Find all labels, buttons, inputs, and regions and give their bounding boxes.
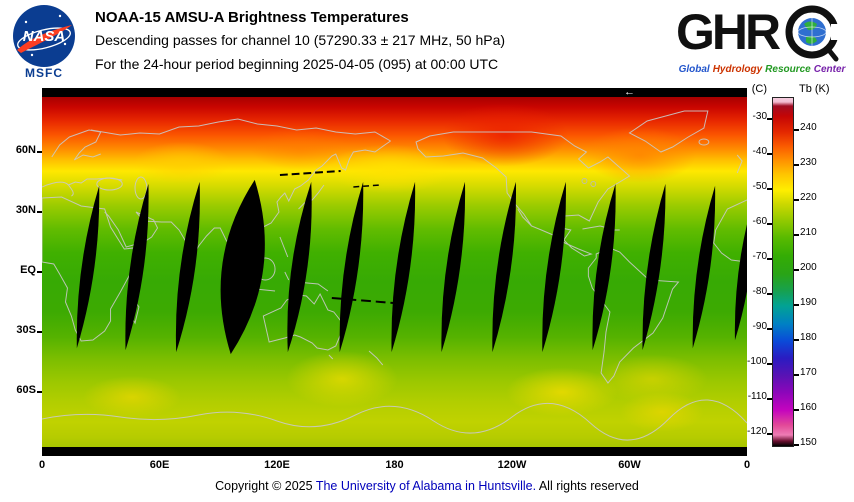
colorbar-tick [767,118,772,120]
swath-start-arrow-marker: ← [624,86,635,98]
celsius-label: -50 [752,181,767,192]
x-axis-labels: 0 60E 120E 180 120W 60W 0 [39,459,750,473]
celsius-label: -110 [747,391,767,402]
y-axis-label: 30S [16,324,36,336]
colorbar-tick [767,398,772,400]
university-link[interactable]: The University of Alabama in Huntsville. [315,479,537,493]
page-subtitle: Descending passes for channel 10 (57290.… [95,32,506,48]
celsius-label: -100 [746,356,767,367]
x-axis-label: 180 [385,459,404,471]
ghrc-tagline-word: Hydrology [712,64,763,75]
ghrc-tagline-word: Center [813,64,846,75]
kelvin-label: 200 [800,262,817,273]
x-axis-label: 120W [497,459,527,471]
coastlines-layer [42,110,747,441]
brightness-temperature-map [42,97,747,447]
kelvin-label: 170 [800,367,817,378]
colorbar-tick [767,258,772,260]
y-axis-tick [37,211,42,213]
y-axis-tick [37,331,42,333]
x-axis-label: 120E [264,459,290,471]
colorbar-tick [794,339,799,341]
y-axis-tick [37,391,42,393]
colorbar-tick [767,188,772,190]
nasa-meatball-icon: NASA [13,5,75,67]
colorbar-tick [794,164,799,166]
copyright-suffix: All rights reserved [538,479,639,493]
map-bottom-bar [42,447,747,456]
colorbar-tick [767,363,772,365]
copyright-prefix: Copyright © 2025 [215,479,313,493]
data-dropout-lines [279,170,394,304]
ghrc-logo: GHR Global Hydrology Resource Center [674,4,850,84]
ghrc-tagline: Global Hydrology Resource Center [674,64,850,75]
celsius-label: -40 [752,146,767,157]
y-axis-label: 30N [15,204,36,216]
kelvin-label: 210 [800,227,817,238]
x-axis-label: 60E [149,459,170,471]
msfc-label: MSFC [25,66,63,80]
colorbar-tick [794,129,799,131]
colorbar [767,97,799,447]
map-area: ← [42,86,747,456]
colorbar-unit-celsius: (C) [751,83,767,95]
kelvin-label: 240 [800,122,817,133]
celsius-label: -80 [752,286,767,297]
swath-gaps-layer [76,179,747,355]
colorbar-tick [767,433,772,435]
colorbar-tick [767,223,772,225]
celsius-label: -60 [752,216,767,227]
y-axis-label: EQ [20,264,36,276]
colorbar-tick [767,328,772,330]
colorbar-tick [794,409,799,411]
colorbar-tick [794,199,799,201]
page-period-line: For the 24-hour period beginning 2025-04… [95,56,499,72]
colorbar-tick [767,153,772,155]
x-axis-label: 0 [743,459,751,471]
ghrc-tagline-word: Resource [765,64,811,75]
kelvin-label: 160 [800,402,817,413]
nasa-logo: NASA [12,4,76,68]
kelvin-label: 190 [800,297,817,308]
y-axis-label: 60S [16,384,36,396]
x-axis-label: 60W [618,459,641,471]
colorbar-tick [794,234,799,236]
colorbar-tick [767,293,772,295]
y-axis-label: 60N [15,144,36,156]
colorbar-tick [794,269,799,271]
kelvin-label: 230 [800,157,817,168]
copyright-line: Copyright © 2025 The University of Alaba… [0,479,854,493]
colorbar-tick [794,444,799,446]
nasa-wordmark: NASA [23,28,66,45]
ghrc-tagline-word: Global [678,64,710,75]
ghrc-logo-icon: GHR [676,4,850,62]
colorbar-kelvin-labels: 240 230 220 210 200 190 180 170 160 150 [800,0,840,502]
celsius-label: -90 [752,321,767,332]
x-axis-label: 0 [38,459,46,471]
kelvin-label: 220 [800,192,817,203]
map-overlay [42,110,747,441]
page-title: NOAA-15 AMSU-A Brightness Temperatures [95,9,409,26]
celsius-label: -120 [746,426,767,437]
y-axis-tick [37,151,42,153]
kelvin-label: 150 [800,437,817,448]
kelvin-label: 180 [800,332,817,343]
colorbar-tick [794,304,799,306]
colorbar-unit-kelvin: Tb (K) [799,83,830,95]
y-axis-labels: 60N 30N EQ 30S 60S [0,0,42,502]
celsius-label: -70 [752,251,767,262]
ghrc-letters: GHR [676,4,781,60]
celsius-label: -30 [752,111,767,122]
colorbar-celsius-labels: -30 -40 -50 -60 -70 -80 -90 -100 -110 -120 [727,0,767,502]
y-axis-tick [37,271,42,273]
colorbar-tick [794,374,799,376]
map-top-bar [42,88,747,97]
